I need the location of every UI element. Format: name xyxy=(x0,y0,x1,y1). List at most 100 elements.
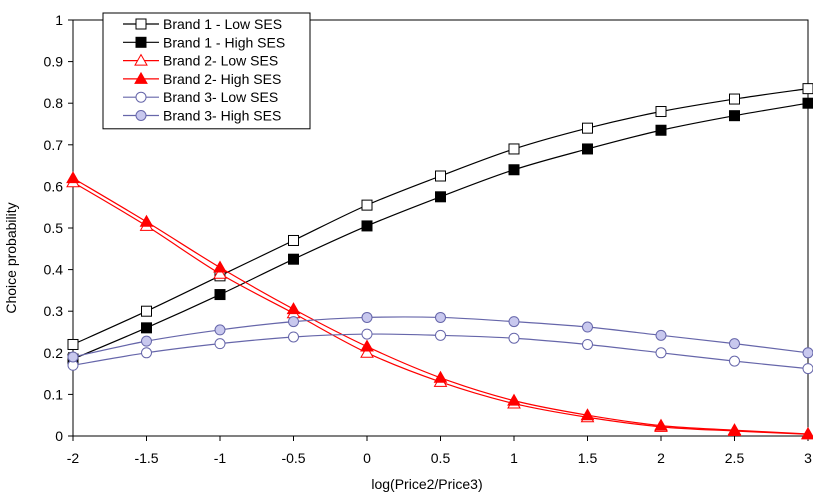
x-tick-label: -2 xyxy=(67,450,80,466)
x-tick-label: 3 xyxy=(804,450,812,466)
y-tick-label: 0.2 xyxy=(44,345,64,361)
series-brand-3-high-ses xyxy=(67,311,813,363)
data-point xyxy=(288,253,299,265)
data-point xyxy=(141,305,152,317)
data-point xyxy=(288,316,299,328)
legend-label: Brand 1 - Low SES xyxy=(163,16,282,32)
y-tick-label: 0.7 xyxy=(44,137,64,153)
data-point xyxy=(433,370,448,383)
legend-label: Brand 1 - High SES xyxy=(163,34,285,50)
data-point xyxy=(435,191,446,203)
legend-item: Brand 3- Low SES xyxy=(123,89,278,105)
data-point xyxy=(655,347,667,359)
y-tick-label: 0 xyxy=(55,428,63,444)
data-point xyxy=(67,338,79,350)
data-point xyxy=(361,311,373,323)
legend-item: Brand 1 - Low SES xyxy=(123,16,282,32)
data-point xyxy=(655,124,667,136)
data-point xyxy=(139,214,154,227)
x-tick-label: -1.5 xyxy=(134,450,158,466)
x-axis-label: log(Price2/Price3) xyxy=(371,476,482,492)
legend-label: Brand 3- Low SES xyxy=(163,89,278,105)
data-point xyxy=(727,423,742,436)
data-point xyxy=(801,426,813,439)
legend-label: Brand 3- High SES xyxy=(163,108,281,124)
data-point xyxy=(582,143,593,155)
legend-marker xyxy=(135,36,147,48)
legend-marker xyxy=(134,53,148,66)
data-point xyxy=(361,199,373,211)
data-point xyxy=(435,329,446,341)
series-layer xyxy=(66,83,813,440)
data-point xyxy=(435,170,446,182)
y-tick-label: 0.4 xyxy=(44,262,64,278)
series-line xyxy=(72,177,809,435)
axes: 0 0.1 0.2 0.3 0.4 0.5 0.6 0.7 0.8 0.9 1 -2 -1.5 -1 -0.… xyxy=(44,12,813,466)
y-tick-label: 0.9 xyxy=(44,54,64,70)
data-point xyxy=(360,345,374,358)
data-point xyxy=(802,363,813,375)
series-line xyxy=(72,181,809,435)
data-point xyxy=(729,338,740,350)
legend-label: Brand 2- High SES xyxy=(163,71,281,87)
x-tick-label: -1 xyxy=(214,450,227,466)
legend-item: Brand 3- High SES xyxy=(123,108,281,124)
x-tick-label: -0.5 xyxy=(281,450,305,466)
data-point xyxy=(360,339,374,352)
data-point xyxy=(802,83,813,95)
data-point xyxy=(729,93,740,105)
y-tick-label: 0.5 xyxy=(44,220,64,236)
data-point xyxy=(214,338,226,350)
series-brand-3-low-ses xyxy=(67,328,813,375)
x-tick-label: 0.5 xyxy=(431,450,451,466)
data-point xyxy=(802,97,813,109)
data-point xyxy=(729,110,740,122)
data-point xyxy=(507,393,521,406)
y-tick-label: 0.6 xyxy=(44,178,64,194)
y-tick-label: 1 xyxy=(55,12,63,28)
data-point xyxy=(66,171,80,184)
data-point xyxy=(435,311,446,323)
data-point xyxy=(361,328,373,340)
x-tick-label: 2.5 xyxy=(725,450,745,466)
data-point xyxy=(508,316,520,328)
data-point xyxy=(141,322,152,334)
series-brand-1-high-ses xyxy=(67,97,813,365)
data-point xyxy=(729,355,740,367)
data-point xyxy=(655,329,667,341)
legend-marker xyxy=(134,71,148,84)
data-point xyxy=(580,408,595,421)
data-point xyxy=(213,260,227,273)
data-point xyxy=(508,143,520,155)
data-point xyxy=(67,351,79,363)
x-tick-label: 0 xyxy=(363,450,371,466)
data-point xyxy=(213,266,227,279)
data-point xyxy=(582,122,593,134)
x-tick-label: 1.5 xyxy=(578,450,598,466)
legend-item: Brand 2- High SES xyxy=(123,71,281,87)
y-tick-label: 0.3 xyxy=(44,303,64,319)
data-point xyxy=(214,289,226,301)
data-point xyxy=(582,321,593,333)
data-point xyxy=(508,164,520,176)
series-brand-2-high-ses xyxy=(66,171,813,439)
data-point xyxy=(802,347,813,359)
data-point xyxy=(361,220,373,232)
y-tick-label: 0.8 xyxy=(44,95,64,111)
data-point xyxy=(288,331,299,343)
legend-marker xyxy=(135,18,147,30)
legend-label: Brand 2- Low SES xyxy=(163,53,278,69)
y-tick-label: 0.1 xyxy=(44,386,64,402)
legend-box xyxy=(102,12,311,130)
data-point xyxy=(655,106,667,118)
data-point xyxy=(286,302,301,315)
data-point xyxy=(141,347,152,359)
series-brand-2-low-ses xyxy=(66,175,813,440)
y-axis-label: Choice probability xyxy=(3,202,19,313)
data-point xyxy=(582,338,593,350)
data-point xyxy=(288,234,299,246)
legend-item: Brand 2- Low SES xyxy=(123,53,278,69)
legend: Brand 1 - Low SES Brand 1 - High SES Brand… xyxy=(102,12,311,130)
